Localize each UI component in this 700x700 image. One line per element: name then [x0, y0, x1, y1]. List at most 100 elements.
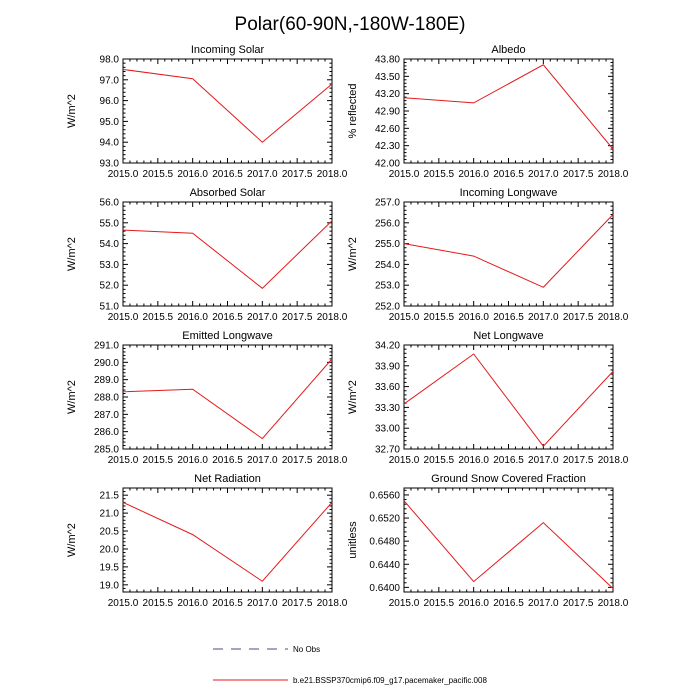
x-tick-label: 2015.5: [424, 312, 455, 323]
legend: No Obs b.e21.BSSP370cmip6.f09_g17.pacema…: [213, 645, 487, 685]
x-tick-label: 2015.5: [143, 312, 174, 323]
x-tick-label: 2016.0: [177, 455, 208, 466]
y-axis-label: W/m^2: [347, 380, 359, 414]
x-tick-label: 2016.5: [493, 312, 524, 323]
y-tick-label: 54.0: [100, 239, 120, 250]
y-tick-label: 33.90: [375, 361, 400, 372]
y-axis-label: W/m^2: [66, 94, 78, 128]
x-tick-label: 2015.5: [143, 169, 174, 180]
y-tick-label: 42.60: [375, 124, 400, 135]
panel-title: Net Longwave: [473, 330, 543, 342]
x-tick-label: 2017.0: [528, 598, 559, 609]
y-tick-label: 43.80: [375, 55, 400, 66]
y-tick-label: 287.0: [94, 410, 119, 421]
x-tick-label: 2017.5: [563, 169, 594, 180]
x-tick-label: 2016.0: [177, 312, 208, 323]
y-tick-label: 93.0: [100, 159, 120, 170]
x-tick-label: 2016.0: [458, 455, 489, 466]
y-tick-label: 98.0: [100, 55, 120, 66]
y-tick-label: 0.6520: [369, 514, 400, 525]
x-tick-label: 2018.0: [598, 598, 629, 609]
y-tick-label: 0.6560: [369, 490, 400, 501]
series-line: [403, 500, 614, 589]
x-tick-label: 2017.5: [282, 598, 313, 609]
y-axis-label: % reflected: [347, 83, 359, 138]
x-tick-label: 2016.0: [177, 598, 208, 609]
y-axis-label: unitless: [347, 521, 359, 559]
x-tick-label: 2016.5: [212, 598, 243, 609]
plot-frame: [403, 487, 614, 593]
panel-ground-snow-covered-fraction: Ground Snow Covered Fraction unitless 2015…: [347, 473, 629, 609]
x-tick-label: 2015.5: [424, 455, 455, 466]
y-tick-label: 33.00: [375, 424, 400, 435]
x-tick-label: 2015.0: [389, 598, 420, 609]
x-tick-label: 2017.0: [528, 455, 559, 466]
y-axis-label: W/m^2: [66, 237, 78, 271]
x-tick-label: 2017.5: [282, 169, 313, 180]
x-tick-label: 2015.0: [389, 312, 420, 323]
y-tick-label: 33.60: [375, 382, 400, 393]
y-tick-label: 32.70: [375, 445, 400, 456]
x-tick-label: 2017.5: [563, 312, 594, 323]
x-tick-label: 2016.0: [458, 598, 489, 609]
y-tick-label: 286.0: [94, 427, 119, 438]
y-tick-label: 257.0: [375, 198, 400, 209]
plot-frame: [403, 201, 614, 307]
panel-title: Net Radiation: [194, 473, 261, 485]
y-tick-label: 96.0: [100, 96, 120, 107]
plot-frame: [403, 344, 614, 450]
panel-absorbed-solar: Absorbed Solar W/m^2 2015.0 2015.5 2016.0 201…: [66, 187, 348, 323]
y-tick-label: 42.00: [375, 159, 400, 170]
x-tick-label: 2016.5: [493, 169, 524, 180]
series-line: [122, 220, 333, 289]
x-tick-label: 2015.5: [143, 455, 174, 466]
y-tick-label: 291.0: [94, 341, 119, 352]
y-tick-label: 33.30: [375, 403, 400, 414]
y-tick-label: 94.0: [100, 138, 120, 149]
y-axis-label: W/m^2: [66, 523, 78, 557]
legend-model-label: b.e21.BSSP370cmip6.f09_g17.pacemaker_pac…: [293, 676, 487, 685]
series-line: [403, 353, 614, 448]
x-tick-label: 2015.5: [424, 169, 455, 180]
legend-obs-label: No Obs: [293, 645, 320, 654]
plot-frame: [122, 344, 333, 450]
series-line: [122, 501, 333, 582]
x-tick-label: 2017.5: [563, 455, 594, 466]
panel-net-radiation: Net Radiation W/m^2 2015.0 2015.5 2016.0 2016…: [66, 473, 348, 609]
series-line: [122, 68, 333, 143]
series-line: [403, 64, 614, 150]
x-tick-label: 2018.0: [317, 455, 348, 466]
x-tick-label: 2016.5: [493, 598, 524, 609]
y-tick-label: 51.0: [100, 302, 120, 313]
y-tick-label: 43.20: [375, 89, 400, 100]
x-tick-label: 2016.5: [493, 455, 524, 466]
y-tick-label: 42.90: [375, 107, 400, 118]
y-tick-label: 95.0: [100, 117, 120, 128]
x-tick-label: 2015.5: [424, 598, 455, 609]
y-tick-label: 0.6400: [369, 583, 400, 594]
x-tick-label: 2018.0: [598, 169, 629, 180]
y-tick-label: 97.0: [100, 75, 120, 86]
x-tick-label: 2016.0: [458, 169, 489, 180]
x-tick-label: 2018.0: [317, 312, 348, 323]
x-tick-label: 2016.0: [177, 169, 208, 180]
y-tick-label: 19.5: [100, 562, 120, 573]
x-tick-label: 2017.0: [528, 169, 559, 180]
y-tick-label: 285.0: [94, 445, 119, 456]
series-line: [403, 214, 614, 288]
y-axis-label: W/m^2: [66, 380, 78, 414]
x-tick-label: 2015.0: [389, 455, 420, 466]
y-tick-label: 254.0: [375, 260, 400, 271]
x-tick-label: 2015.0: [108, 169, 139, 180]
x-tick-label: 2016.5: [212, 455, 243, 466]
y-tick-label: 20.5: [100, 527, 120, 538]
series-line: [122, 358, 333, 440]
y-tick-label: 289.0: [94, 375, 119, 386]
panel-title: Absorbed Solar: [190, 187, 266, 199]
plot-frame: [122, 201, 333, 307]
y-tick-label: 20.0: [100, 544, 120, 555]
x-tick-label: 2018.0: [598, 455, 629, 466]
x-tick-label: 2017.5: [563, 598, 594, 609]
